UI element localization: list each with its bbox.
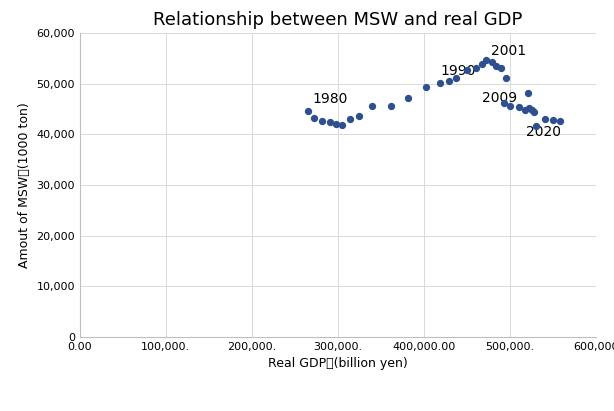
Point bbox=[345, 115, 355, 122]
Point bbox=[421, 84, 431, 90]
Point bbox=[505, 103, 515, 109]
Point bbox=[386, 103, 396, 109]
Point bbox=[501, 75, 511, 81]
Point bbox=[491, 62, 501, 69]
Point bbox=[403, 95, 413, 101]
Point bbox=[317, 117, 327, 124]
Point bbox=[548, 117, 558, 123]
Point bbox=[523, 90, 532, 97]
Point bbox=[527, 106, 537, 113]
Text: 2001: 2001 bbox=[491, 44, 526, 58]
Point bbox=[531, 123, 541, 129]
Text: 1990: 1990 bbox=[441, 64, 476, 78]
Point bbox=[520, 106, 530, 113]
Point bbox=[354, 113, 364, 119]
Point bbox=[331, 120, 341, 127]
Point bbox=[540, 115, 550, 122]
Y-axis label: Amout of MSW　(1000 ton): Amout of MSW (1000 ton) bbox=[18, 102, 31, 268]
Point bbox=[487, 58, 497, 65]
Point bbox=[451, 75, 461, 81]
Text: 2020: 2020 bbox=[526, 125, 561, 139]
X-axis label: Real GDP　(billion yen): Real GDP (billion yen) bbox=[268, 358, 408, 370]
Point bbox=[499, 99, 508, 106]
Point bbox=[481, 57, 491, 64]
Point bbox=[556, 118, 565, 125]
Title: Relationship between MSW and real GDP: Relationship between MSW and real GDP bbox=[153, 11, 523, 28]
Text: 1980: 1980 bbox=[313, 92, 348, 106]
Point bbox=[303, 108, 313, 115]
Point bbox=[529, 109, 538, 115]
Point bbox=[337, 121, 347, 128]
Point bbox=[435, 79, 445, 86]
Point bbox=[367, 103, 377, 110]
Point bbox=[445, 77, 454, 84]
Text: 2009: 2009 bbox=[482, 91, 517, 105]
Point bbox=[309, 115, 319, 121]
Point bbox=[462, 67, 472, 74]
Point bbox=[514, 104, 524, 111]
Point bbox=[477, 60, 487, 67]
Point bbox=[524, 105, 534, 112]
Point bbox=[496, 65, 506, 72]
Point bbox=[471, 65, 481, 71]
Point bbox=[325, 118, 335, 125]
